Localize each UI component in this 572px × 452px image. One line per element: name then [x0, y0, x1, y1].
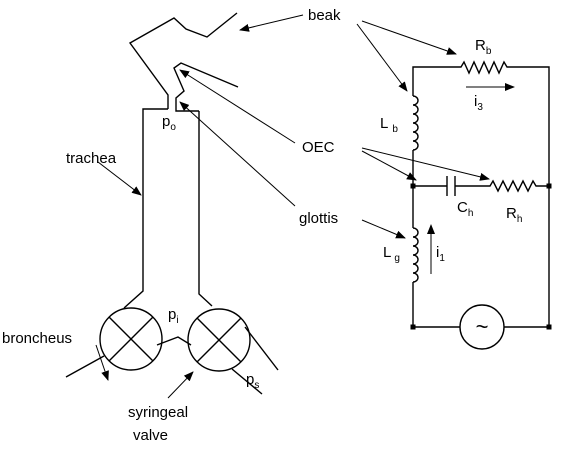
junction-node-bottom-left	[410, 324, 416, 330]
right-bronchus-lower-line	[231, 368, 263, 395]
junction-node-bottom-right	[546, 324, 552, 330]
Lb-sub: b	[392, 124, 398, 135]
oec-arrow-right-high	[361, 147, 490, 181]
label-pi: pi	[168, 306, 179, 326]
trachea-left-wall	[123, 108, 168, 309]
label-Ch: Ch	[457, 199, 473, 219]
right-bronchus-upper-line	[244, 326, 279, 371]
annotation-arrows	[95, 14, 490, 399]
left-syringeal-valve	[99, 307, 163, 371]
pi-base: p	[168, 306, 176, 323]
left-bronchus-line	[65, 355, 105, 378]
po-sub: o	[170, 122, 176, 133]
Lb-base: L	[380, 115, 388, 132]
ps-base: p	[246, 371, 254, 388]
label-i3: i3	[474, 93, 483, 113]
equivalent-circuit: ~	[410, 60, 552, 350]
ac-source-symbol: ~	[476, 314, 489, 339]
oec-arrow-right-low	[361, 150, 417, 181]
syringeal-arrow	[167, 371, 194, 399]
top-wire	[412, 60, 550, 327]
i3-base: i	[474, 93, 477, 110]
Lg-base: L	[383, 244, 391, 261]
trachea-arrow	[97, 161, 142, 196]
Rh-sub: h	[517, 214, 523, 225]
label-po: po	[162, 113, 176, 133]
label-broncheus: broncheus	[2, 330, 72, 347]
Ch-base: C	[457, 199, 468, 216]
label-i1: i1	[436, 244, 445, 264]
ac-source	[459, 304, 505, 350]
glottis-arrow-left	[179, 101, 296, 207]
Rb-base: R	[475, 37, 486, 54]
i3-sub: 3	[477, 102, 483, 113]
trachea-right-wall	[198, 111, 213, 307]
beak-arrow-right-top	[361, 20, 457, 55]
ps-sub: s	[254, 380, 259, 391]
label-Rb: Rb	[475, 37, 492, 57]
label-oec: OEC	[302, 139, 335, 156]
junction-node-top	[410, 183, 416, 189]
label-trachea: trachea	[66, 150, 117, 167]
bronchial-junction	[156, 336, 192, 346]
Lg-sub: g	[394, 253, 400, 264]
broncheus-arrow	[95, 344, 109, 381]
labels: beak OEC trachea glottis broncheus syrin…	[2, 7, 522, 444]
i1-sub: 1	[439, 253, 445, 264]
po-base: p	[162, 113, 170, 130]
label-Rh: Rh	[506, 205, 522, 225]
label-glottis: glottis	[299, 210, 338, 227]
beak-arrow-right-down	[356, 23, 408, 92]
Rb-sub: b	[486, 46, 492, 57]
junction-node-right	[546, 183, 552, 189]
branch-wire	[413, 179, 549, 193]
label-syringeal: syringeal	[128, 404, 188, 421]
inductor-Lb	[412, 95, 419, 151]
label-beak: beak	[308, 7, 341, 24]
pi-sub: i	[176, 315, 178, 326]
upper-beak	[128, 12, 238, 109]
Ch-sub: h	[468, 208, 474, 219]
airway-schematic	[65, 12, 279, 395]
right-syringeal-valve	[187, 308, 251, 372]
lower-beak	[173, 62, 239, 112]
oec-arrow-left	[179, 69, 296, 144]
glottis-arrow-right	[361, 219, 406, 239]
inductor-Lg	[412, 227, 419, 283]
i1-base: i	[436, 244, 439, 261]
label-valve: valve	[133, 427, 168, 444]
label-ps: ps	[246, 371, 259, 391]
beak-arrow-left	[239, 14, 304, 32]
Rh-base: R	[506, 205, 517, 222]
